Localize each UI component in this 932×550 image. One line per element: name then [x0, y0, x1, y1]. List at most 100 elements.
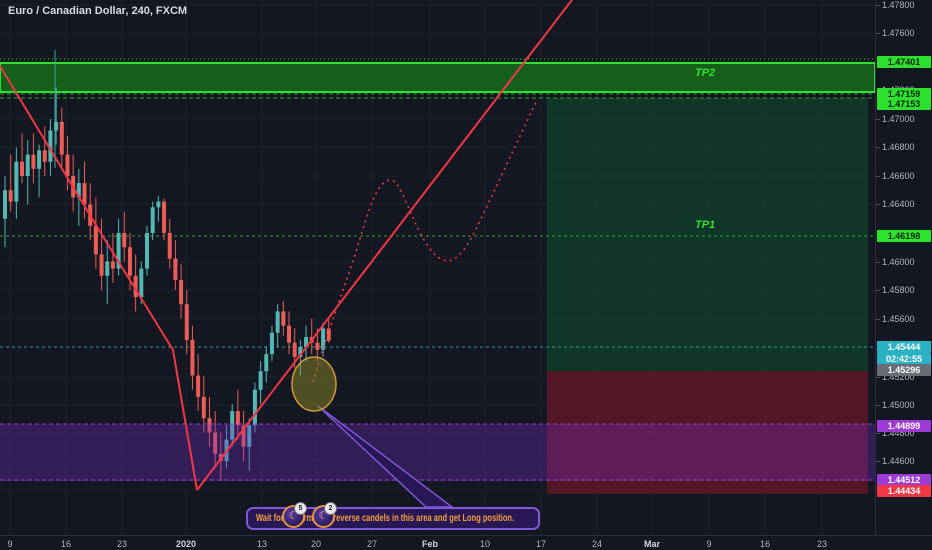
candle-body	[326, 328, 331, 341]
candle-body	[110, 261, 115, 269]
time-tick-label: 10	[479, 539, 491, 549]
price-tick-label: 1.47000	[882, 114, 915, 124]
tp2-resistance-band[interactable]	[0, 62, 876, 93]
candle-body	[281, 311, 286, 326]
tp2-zone-label: TP2	[695, 67, 716, 79]
price-tick-mark	[876, 33, 880, 34]
time-tick-label: 17	[535, 539, 547, 549]
uptrend-line[interactable]	[196, 0, 578, 491]
level-price-label: 1.44512	[877, 474, 931, 486]
price-tick-label: 1.44800	[882, 428, 915, 438]
candle-body	[179, 280, 184, 305]
time-tick-label: Feb	[421, 539, 439, 549]
time-axis[interactable]: 9 16 23 2020 13 20 27 Feb 10 17 24 Mar 9 16 23	[0, 535, 932, 550]
candle-body	[54, 121, 59, 131]
candle-body	[122, 232, 127, 248]
candle-body	[31, 154, 36, 169]
price-tick-label: 1.47800	[882, 0, 915, 10]
candle-body	[258, 371, 263, 390]
time-tick-label: 9	[706, 539, 712, 549]
note-callout-text: Wait for confirmation reverse candels in…	[256, 513, 515, 524]
candle-body	[247, 425, 252, 447]
candle-body	[48, 130, 53, 162]
price-tick-mark	[876, 204, 880, 205]
candle-body	[213, 432, 218, 454]
candle-body	[127, 247, 132, 276]
price-tick-mark	[876, 461, 880, 462]
entry-area-ellipse[interactable]	[291, 356, 337, 412]
tp1-zone-label: TP1	[695, 219, 716, 231]
time-tick-label: 2020	[175, 539, 197, 549]
moon-sticker-icon[interactable]: ☾ 5	[282, 502, 307, 528]
candle-body	[315, 342, 320, 350]
price-tick-label: 1.46400	[882, 199, 915, 209]
candle-body	[269, 332, 274, 355]
price-tick-label: 1.46600	[882, 171, 915, 181]
candle-body	[150, 207, 155, 233]
candle-body	[42, 150, 47, 162]
candle-body	[116, 232, 121, 269]
candle-body	[173, 258, 178, 281]
candle-body	[59, 121, 64, 155]
projected-path-curve[interactable]	[312, 99, 538, 383]
moon-sticker-icon[interactable]: ☾ 2	[312, 502, 337, 528]
time-tick-label: Mar	[643, 539, 661, 549]
time-tick-label: 27	[366, 539, 378, 549]
price-axis[interactable]: 1.478001.476001.472001.470001.468001.466…	[875, 0, 932, 535]
candle-body	[167, 232, 172, 259]
candle-body	[162, 201, 167, 233]
price-tick-mark	[876, 290, 880, 291]
level-price-label: 1.46198	[877, 230, 931, 242]
price-tick-mark	[876, 319, 880, 320]
price-tick-mark	[876, 176, 880, 177]
bar-countdown-label: 02:42:55	[877, 353, 931, 365]
candle-body	[20, 161, 25, 176]
buy-area-band[interactable]	[0, 424, 875, 481]
price-tick-mark	[876, 5, 880, 6]
candle-body	[99, 254, 104, 276]
current-price-label: 1.45444	[877, 341, 931, 353]
price-tick-mark	[876, 433, 880, 434]
price-tick-label: 1.45800	[882, 285, 915, 295]
candle-body	[304, 337, 309, 347]
level-price-label: 1.44899	[877, 420, 931, 432]
price-tick-mark	[876, 147, 880, 148]
time-tick-label: 13	[256, 539, 268, 549]
price-tick-mark	[876, 377, 880, 378]
time-tick-label: 24	[591, 539, 603, 549]
level-price-label: 1.47159	[877, 88, 931, 100]
time-tick-label: 23	[816, 539, 828, 549]
candle-body	[196, 375, 201, 397]
price-tick-label: 1.45000	[882, 400, 915, 410]
candle-body	[184, 304, 189, 340]
long-target-zone[interactable]	[547, 98, 868, 371]
candle-body	[65, 154, 70, 176]
price-tick-label: 1.46800	[882, 142, 915, 152]
candle-body	[133, 275, 138, 298]
level-price-label: 1.47153	[877, 98, 931, 110]
time-tick-label: 9	[7, 539, 13, 549]
level-price-label: 1.47401	[877, 56, 931, 68]
stop-loss-zone[interactable]	[547, 371, 868, 494]
candle-body	[190, 339, 195, 376]
candle-body	[25, 154, 30, 176]
downtrend-line[interactable]	[0, 65, 198, 491]
candle-body	[298, 346, 303, 357]
candle-body	[3, 190, 7, 219]
symbol-title: Euro / Canadian Dollar, 240, FXCM	[8, 5, 188, 17]
candle-body	[156, 201, 161, 208]
candle-body	[230, 411, 235, 440]
candle-body	[207, 418, 212, 433]
sticker-count-badge: 2	[324, 502, 337, 515]
candle-body	[252, 389, 257, 426]
candle-body	[105, 261, 110, 276]
price-tick-label: 1.45600	[882, 314, 915, 324]
price-tick-mark	[876, 119, 880, 120]
price-tick-mark	[876, 405, 880, 406]
sticker-count-badge: 5	[294, 502, 307, 515]
candle-body	[14, 161, 19, 202]
level-price-label: 1.44434	[877, 485, 931, 497]
price-tick-label: 1.46000	[882, 257, 915, 267]
